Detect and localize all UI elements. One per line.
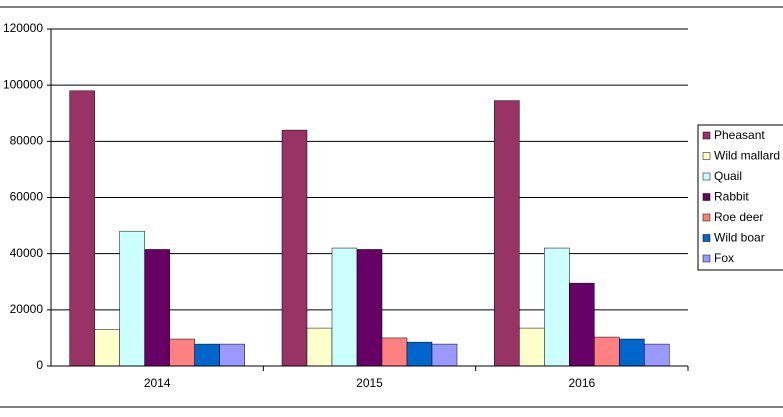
bar (569, 282, 595, 367)
legend-swatch (702, 234, 711, 242)
y-tick-label: 60000 (10, 190, 44, 204)
bar (281, 129, 308, 367)
legend-swatch (702, 152, 711, 160)
bar (306, 327, 333, 367)
bar (194, 343, 220, 367)
bar (169, 338, 195, 367)
legend-label: Pheasant (714, 128, 765, 142)
bar (94, 329, 120, 367)
y-tick-label: 80000 (10, 134, 44, 148)
y-tick-label: 20000 (10, 302, 44, 316)
x-tick-label: 2014 (144, 376, 171, 390)
bar (619, 338, 645, 367)
bar (544, 247, 570, 367)
bar (356, 249, 383, 367)
bar (69, 90, 95, 367)
bar (494, 100, 520, 367)
legend-label: Fox (714, 251, 734, 265)
x-tick-label: 2015 (356, 376, 383, 390)
legend-box (697, 124, 783, 271)
legend-label: Quail (714, 169, 742, 183)
bar (119, 230, 145, 367)
bar (431, 343, 458, 367)
bar (144, 249, 170, 367)
legend-swatch (702, 131, 711, 140)
bar (331, 247, 358, 367)
legend-swatch (702, 193, 711, 201)
legend-swatch (702, 254, 711, 263)
legend-swatch (702, 213, 711, 222)
legend-label: Wild mallard (714, 149, 780, 163)
bar (644, 343, 670, 367)
legend-label: Rabbit (714, 190, 749, 204)
bar (381, 337, 408, 367)
legend-label: Roe deer (714, 210, 763, 224)
bar (406, 341, 433, 367)
bar (219, 343, 245, 367)
x-tick-label: 2016 (568, 376, 595, 390)
y-tick-label: 120000 (3, 21, 43, 35)
legend-swatch (702, 172, 711, 181)
y-tick-label: 100000 (3, 77, 43, 91)
bar (594, 336, 620, 367)
bar (519, 327, 545, 367)
y-tick-label: 0 (36, 358, 43, 372)
legend-label: Wild boar (714, 231, 765, 245)
y-tick-label: 40000 (10, 246, 44, 260)
